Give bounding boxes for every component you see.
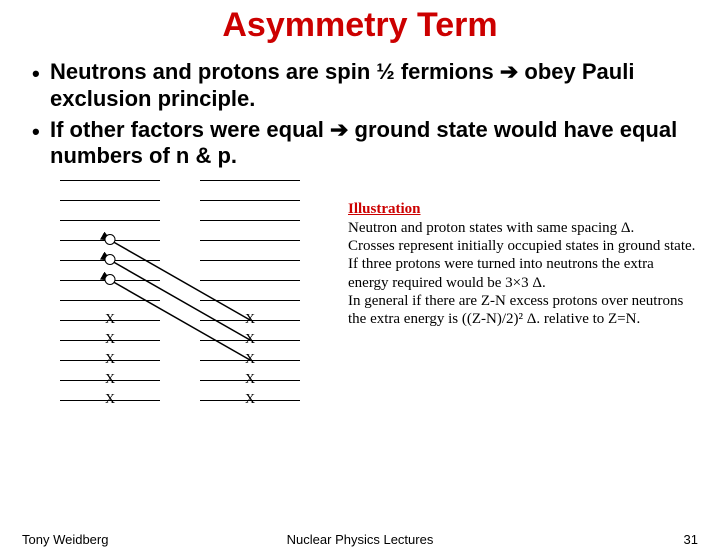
empty-state-marker — [105, 254, 116, 265]
energy-level — [200, 260, 300, 261]
energy-level: X — [60, 360, 160, 361]
occupied-state-marker: X — [245, 392, 255, 408]
energy-level — [200, 240, 300, 241]
energy-level — [60, 180, 160, 181]
energy-level-diagram: XXXXXXXXXX — [60, 180, 330, 440]
energy-level: X — [200, 400, 300, 401]
energy-level: X — [60, 320, 160, 321]
occupied-state-marker: X — [105, 332, 115, 348]
energy-level — [60, 280, 160, 281]
occupied-state-marker: X — [105, 392, 115, 408]
bullet-text: Neutrons and protons are spin ½ fermions… — [50, 59, 688, 113]
slide-title: Asymmetry Term — [0, 0, 720, 45]
occupied-state-marker: X — [245, 372, 255, 388]
energy-level — [60, 260, 160, 261]
illustration-caption: Illustration Neutron and proton states w… — [348, 200, 698, 328]
energy-level: X — [60, 380, 160, 381]
energy-level — [60, 220, 160, 221]
energy-level — [60, 240, 160, 241]
caption-heading: Illustration — [348, 201, 421, 217]
proton-column: XXXXX — [200, 180, 300, 420]
energy-level: X — [200, 320, 300, 321]
bullet-item: • Neutrons and protons are spin ½ fermio… — [32, 59, 688, 113]
energy-level — [200, 180, 300, 181]
energy-level — [200, 280, 300, 281]
occupied-state-marker: X — [245, 312, 255, 328]
energy-level — [60, 300, 160, 301]
occupied-state-marker: X — [105, 352, 115, 368]
occupied-state-marker: X — [245, 332, 255, 348]
occupied-state-marker: X — [245, 352, 255, 368]
energy-level: X — [200, 340, 300, 341]
bullet-list: • Neutrons and protons are spin ½ fermio… — [0, 45, 720, 170]
energy-level: X — [60, 340, 160, 341]
empty-state-marker — [105, 274, 116, 285]
empty-state-marker — [105, 234, 116, 245]
energy-level: X — [200, 380, 300, 381]
caption-body: Neutron and proton states with same spac… — [348, 220, 695, 327]
content-area: XXXXXXXXXX Illustration Neutron and prot… — [0, 180, 720, 450]
bullet-dot: • — [32, 61, 50, 88]
bullet-dot: • — [32, 119, 50, 146]
energy-level: X — [200, 360, 300, 361]
energy-level — [200, 200, 300, 201]
occupied-state-marker: X — [105, 312, 115, 328]
occupied-state-marker: X — [105, 372, 115, 388]
energy-level: X — [60, 400, 160, 401]
energy-level — [200, 220, 300, 221]
bullet-item: • If other factors were equal ➔ ground s… — [32, 117, 688, 171]
energy-level — [60, 200, 160, 201]
neutron-column: XXXXX — [60, 180, 160, 420]
energy-level — [200, 300, 300, 301]
bullet-text: If other factors were equal ➔ ground sta… — [50, 117, 688, 171]
